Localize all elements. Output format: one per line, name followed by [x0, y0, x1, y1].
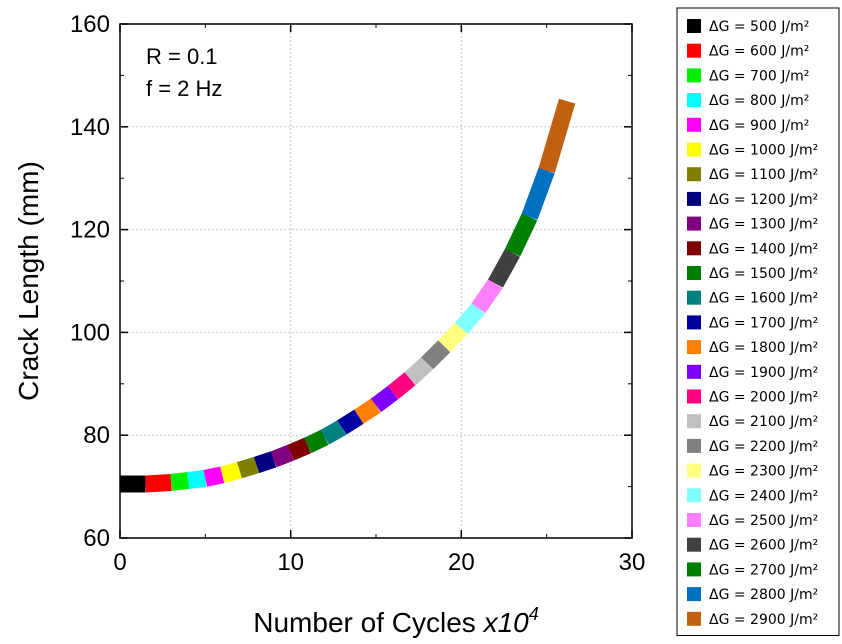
- legend-swatch: [687, 19, 701, 33]
- annotation-1: R = 0.1: [146, 44, 218, 69]
- legend-swatch: [687, 266, 701, 280]
- legend-label: ΔG = 1500 J/m²: [709, 266, 818, 282]
- legend: ΔG = 500 J/m² ΔG = 600 J/m² ΔG = 700 J/m² Δ…: [676, 7, 840, 636]
- legend-label: ΔG = 2800 J/m²: [709, 587, 818, 603]
- x-tick-label: 20: [448, 549, 475, 576]
- y-tick-label: 60: [83, 525, 110, 552]
- legend-label: ΔG = 1000 J/m²: [709, 143, 818, 159]
- legend-swatch: [687, 562, 701, 577]
- x-axis-label: Number of Cycles x104: [253, 604, 538, 638]
- legend-label: ΔG = 1400 J/m²: [709, 241, 818, 257]
- legend-label: ΔG = 1100 J/m²: [709, 167, 818, 183]
- grid: [120, 24, 632, 538]
- series-7: [237, 456, 259, 479]
- x-axis-label-scale: x10: [482, 607, 530, 638]
- x-tick-label: 10: [277, 549, 304, 576]
- series-24: [521, 167, 555, 220]
- series-18: [421, 340, 451, 370]
- legend-swatch: [687, 290, 701, 305]
- series-25: [538, 98, 576, 173]
- y-tick-label: 100: [70, 319, 110, 346]
- annotations: R = 0.1 f = 2 Hz: [146, 44, 222, 101]
- legend-swatch: [687, 43, 701, 58]
- legend-swatch: [687, 463, 701, 478]
- legend-swatch: [687, 241, 701, 256]
- series-19: [438, 322, 468, 353]
- series-22: [488, 248, 520, 288]
- legend-label: ΔG = 500 J/m²: [709, 19, 809, 35]
- legend-label: ΔG = 1700 J/m²: [709, 315, 818, 331]
- legend-swatch: [687, 315, 701, 330]
- legend-label: ΔG = 1900 J/m²: [709, 365, 818, 381]
- series-15: [370, 385, 399, 413]
- legend-label: ΔG = 2000 J/m²: [709, 390, 818, 406]
- legend-swatch: [687, 364, 701, 379]
- legend-swatch: [687, 587, 701, 602]
- legend-label: ΔG = 2700 J/m²: [709, 562, 818, 578]
- legend-swatch: [687, 389, 701, 404]
- legend-label: ΔG = 2400 J/m²: [709, 488, 818, 504]
- legend-label: ΔG = 800 J/m²: [709, 93, 809, 109]
- series-12: [320, 420, 347, 445]
- legend-swatch: [687, 438, 701, 453]
- legend-swatch: [687, 537, 701, 552]
- series-13: [337, 409, 364, 435]
- legend-swatch: [687, 414, 701, 429]
- series-20: [454, 302, 485, 334]
- series-4: [187, 469, 207, 489]
- data-series: [120, 98, 576, 493]
- series-2: [145, 474, 172, 493]
- legend-label: ΔG = 600 J/m²: [709, 44, 809, 60]
- legend-swatch: [687, 340, 701, 355]
- series-6: [220, 461, 242, 483]
- series-11: [304, 429, 329, 454]
- legend-label: ΔG = 2900 J/m²: [709, 612, 818, 628]
- legend-label: ΔG = 1200 J/m²: [709, 192, 818, 208]
- series-14: [354, 398, 381, 424]
- legend-label: ΔG = 1300 J/m²: [709, 217, 818, 233]
- legend-label: ΔG = 2600 J/m²: [709, 538, 818, 554]
- legend-swatch: [687, 142, 701, 157]
- legend-swatch: [687, 191, 701, 206]
- legend-swatch: [687, 216, 701, 231]
- legend-label: ΔG = 1600 J/m²: [709, 291, 818, 307]
- plot-frame: [119, 23, 633, 539]
- series-8: [253, 451, 277, 474]
- legend-label: ΔG = 1800 J/m²: [709, 340, 818, 356]
- legend-swatch: [687, 488, 701, 503]
- y-tick-label: 80: [83, 422, 110, 449]
- legend-label: ΔG = 2500 J/m²: [709, 513, 818, 529]
- legend-label: ΔG = 2300 J/m²: [709, 464, 818, 480]
- x-tick-label: 30: [619, 549, 646, 576]
- legend-label: ΔG = 700 J/m²: [709, 68, 809, 84]
- series-9: [270, 444, 294, 468]
- legend-label: ΔG = 900 J/m²: [709, 118, 809, 134]
- legend-label: ΔG = 2100 J/m²: [709, 414, 818, 430]
- series-21: [471, 278, 503, 314]
- x-tick-label: 0: [113, 549, 126, 576]
- series-10: [287, 437, 312, 461]
- legend-swatch: [687, 611, 701, 626]
- y-tick-label: 160: [70, 11, 110, 38]
- series-16: [387, 372, 416, 400]
- legend-swatch: [687, 93, 701, 108]
- x-axis-label-exponent: 4: [529, 604, 539, 624]
- legend-swatch: [687, 68, 701, 83]
- y-tick-label: 140: [70, 114, 110, 141]
- legend-box: [676, 7, 840, 636]
- legend-swatch: [687, 167, 701, 182]
- y-axis-label: Crack Length (mm): [13, 161, 44, 401]
- axis-ticks: 0 10 20 30 60 80 100 120 140 160: [70, 11, 645, 576]
- series-17: [404, 356, 433, 385]
- x-axis-label-text: Number of Cycles: [253, 607, 483, 638]
- y-tick-label: 120: [70, 217, 110, 244]
- annotation-2: f = 2 Hz: [146, 76, 222, 101]
- legend-label: ΔG = 2200 J/m²: [709, 439, 818, 455]
- series-3: [170, 471, 190, 491]
- legend-swatch: [687, 117, 701, 132]
- series-23: [504, 213, 538, 257]
- series-5: [203, 466, 225, 487]
- legend-swatch: [687, 513, 701, 527]
